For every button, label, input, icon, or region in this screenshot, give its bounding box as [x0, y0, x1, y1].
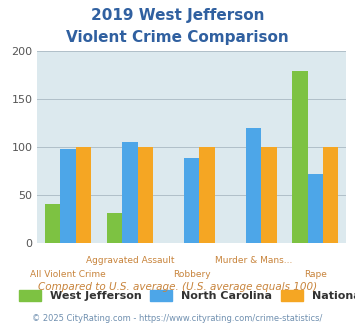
- Bar: [45, 204, 60, 243]
- Text: Aggravated Assault: Aggravated Assault: [86, 256, 174, 265]
- Text: Compared to U.S. average. (U.S. average equals 100): Compared to U.S. average. (U.S. average …: [38, 282, 317, 292]
- Bar: [307, 174, 323, 243]
- Text: Violent Crime Comparison: Violent Crime Comparison: [66, 30, 289, 45]
- Bar: [261, 147, 277, 243]
- Text: All Violent Crime: All Violent Crime: [30, 270, 106, 279]
- Bar: [76, 147, 91, 243]
- Text: Rape: Rape: [304, 270, 327, 279]
- Bar: [246, 128, 261, 243]
- Bar: [60, 149, 76, 243]
- Bar: [184, 158, 200, 243]
- Bar: [122, 142, 138, 243]
- Legend: West Jefferson, North Carolina, National: West Jefferson, North Carolina, National: [14, 285, 355, 306]
- Bar: [323, 147, 338, 243]
- Text: Robbery: Robbery: [173, 270, 211, 279]
- Text: © 2025 CityRating.com - https://www.cityrating.com/crime-statistics/: © 2025 CityRating.com - https://www.city…: [32, 314, 323, 323]
- Bar: [138, 147, 153, 243]
- Bar: [107, 213, 122, 243]
- Bar: [292, 71, 307, 243]
- Bar: [200, 147, 215, 243]
- Text: 2019 West Jefferson: 2019 West Jefferson: [91, 8, 264, 23]
- Text: Murder & Mans...: Murder & Mans...: [215, 256, 292, 265]
